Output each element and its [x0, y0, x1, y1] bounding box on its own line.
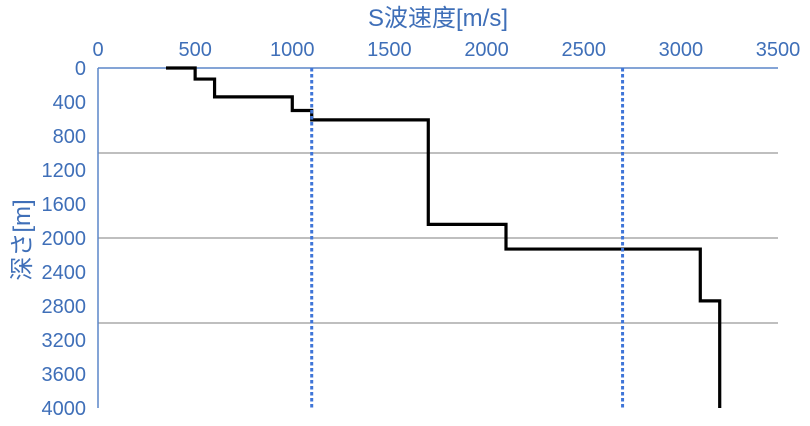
y-tick-labels: 0 400 800 1200 1600 2000 2400 2800 3200 3600 4000: [42, 58, 87, 420]
x-tick-label: 500: [178, 39, 211, 61]
x-tick-labels: 0 500 1000 1500 2000 2500 3000 3500: [92, 39, 800, 61]
y-tick-label: 0: [75, 58, 86, 80]
axes: [97, 67, 778, 408]
y-axis-title: 深さ[m]: [9, 199, 36, 280]
y-tick-label: 4000: [42, 398, 87, 420]
velocity-profile-line: [166, 66, 722, 408]
x-tick-label: 2000: [464, 39, 509, 61]
grid-lines: [98, 152, 778, 324]
y-tick-label: 1600: [42, 194, 87, 216]
y-tick-label: 2400: [42, 262, 87, 284]
y-tick-label: 400: [53, 92, 86, 114]
x-tick-label: 3000: [659, 39, 704, 61]
y-tick-label: 2000: [42, 228, 87, 250]
x-tick-label: 3500: [756, 39, 801, 61]
x-axis-title: S波速度[m/s]: [368, 5, 508, 32]
x-tick-label: 0: [92, 39, 103, 61]
x-tick-label: 2500: [561, 39, 606, 61]
y-tick-label: 3600: [42, 364, 87, 386]
x-tick-label: 1000: [270, 39, 315, 61]
series-lines: [166, 66, 722, 408]
y-tick-label: 2800: [42, 296, 87, 318]
y-tick-label: 800: [53, 126, 86, 148]
y-tick-label: 3200: [42, 330, 87, 352]
x-tick-label: 1500: [367, 39, 412, 61]
y-tick-label: 1200: [42, 160, 87, 182]
